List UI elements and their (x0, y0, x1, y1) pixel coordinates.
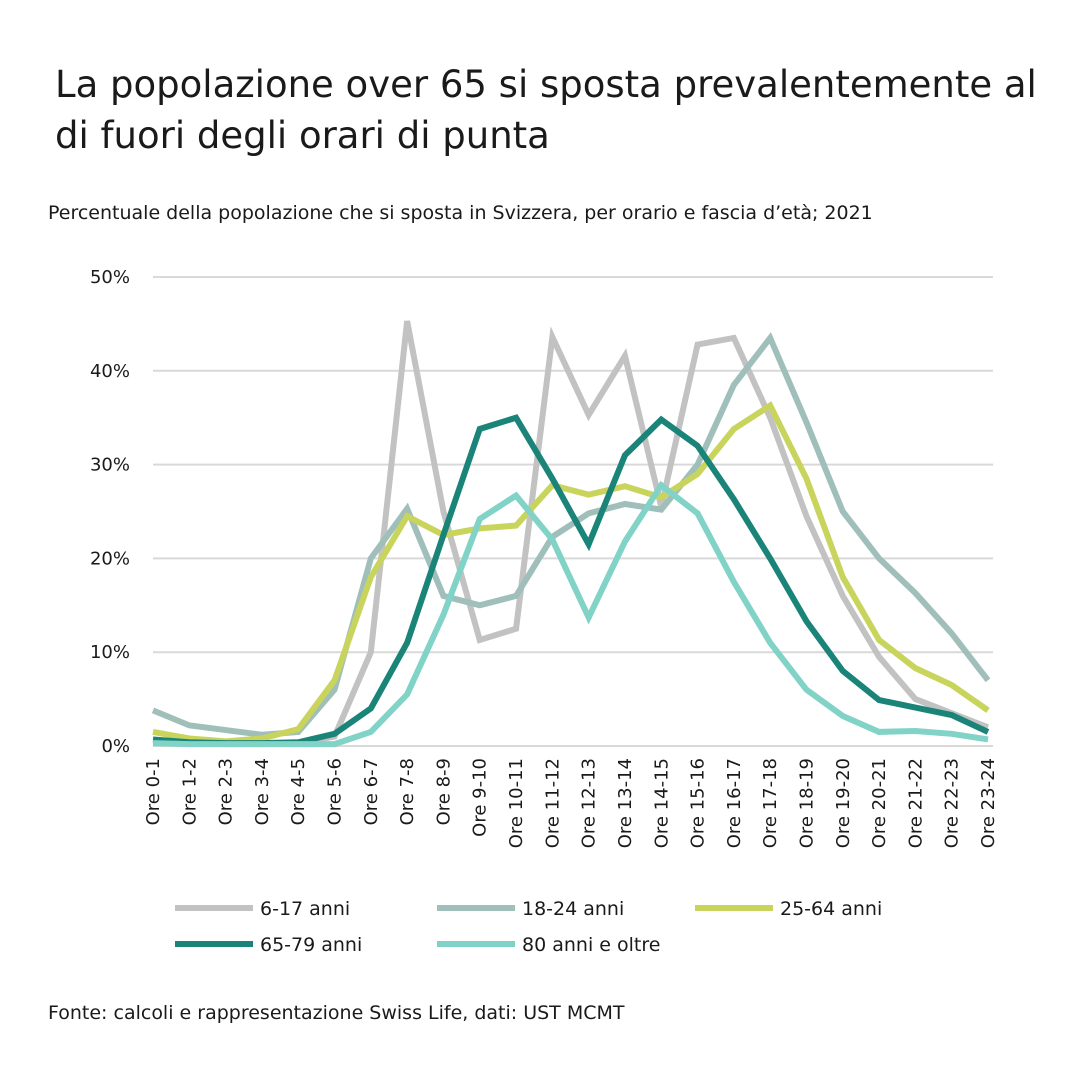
x-tick-label: Ore 16-17 (724, 758, 745, 848)
x-tick-label: Ore 2-3 (216, 758, 237, 825)
y-tick-label: 20% (90, 548, 130, 569)
x-tick-label: Ore 15-16 (688, 758, 709, 848)
y-tick-label: 0% (101, 736, 130, 757)
y-tick-label: 30% (90, 455, 130, 476)
x-tick-label: Ore 9-10 (470, 758, 491, 837)
chart-title: La popolazione over 65 si sposta prevale… (55, 63, 1037, 106)
x-tick-label: Ore 0-1 (143, 758, 164, 825)
legend-label: 18-24 anni (522, 898, 624, 920)
x-tick-label: Ore 1-2 (179, 758, 200, 825)
x-tick-label: Ore 21-22 (905, 758, 926, 848)
x-tick-label: Ore 23-24 (978, 758, 999, 848)
legend-label: 25-64 anni (780, 898, 882, 920)
x-tick-label: Ore 5-6 (325, 758, 346, 825)
x-tick-label: Ore 6-7 (361, 758, 382, 825)
line (152, 480, 989, 748)
x-tick-label: Ore 13-14 (615, 758, 636, 848)
legend-label: 80 anni e oltre (522, 934, 660, 956)
x-tick-label: Ore 10-11 (506, 758, 527, 848)
y-tick-label: 40% (90, 361, 130, 382)
x-tick-label: Ore 19-20 (833, 758, 854, 848)
x-tick-label: Ore 12-13 (579, 758, 600, 848)
line (152, 401, 990, 745)
y-tick-label: 50% (90, 267, 130, 288)
y-tick-label: 10% (90, 642, 130, 663)
chart-subtitle: Percentuale della popolazione che si spo… (48, 202, 873, 224)
x-tick-label: Ore 18-19 (796, 758, 817, 848)
x-tick-label: Ore 14-15 (651, 758, 672, 848)
x-tick-label: Ore 3-4 (252, 758, 273, 825)
source: Fonte: calcoli e rappresentazione Swiss … (48, 1002, 625, 1024)
legend-label: 6-17 anni (260, 898, 350, 920)
line (151, 332, 991, 738)
legend-label: 65-79 anni (260, 934, 362, 956)
x-tick-label: Ore 22-23 (942, 758, 963, 848)
x-tick-label: Ore 20-21 (869, 758, 890, 848)
x-tick-label: Ore 11-12 (542, 758, 563, 848)
x-tick-label: Ore 4-5 (288, 758, 309, 825)
x-tick-label: Ore 17-18 (760, 758, 781, 848)
x-tick-label: Ore 8-9 (433, 758, 454, 825)
chart-title: di fuori degli orari di punta (55, 114, 550, 157)
x-tick-label: Ore 7-8 (397, 758, 418, 825)
